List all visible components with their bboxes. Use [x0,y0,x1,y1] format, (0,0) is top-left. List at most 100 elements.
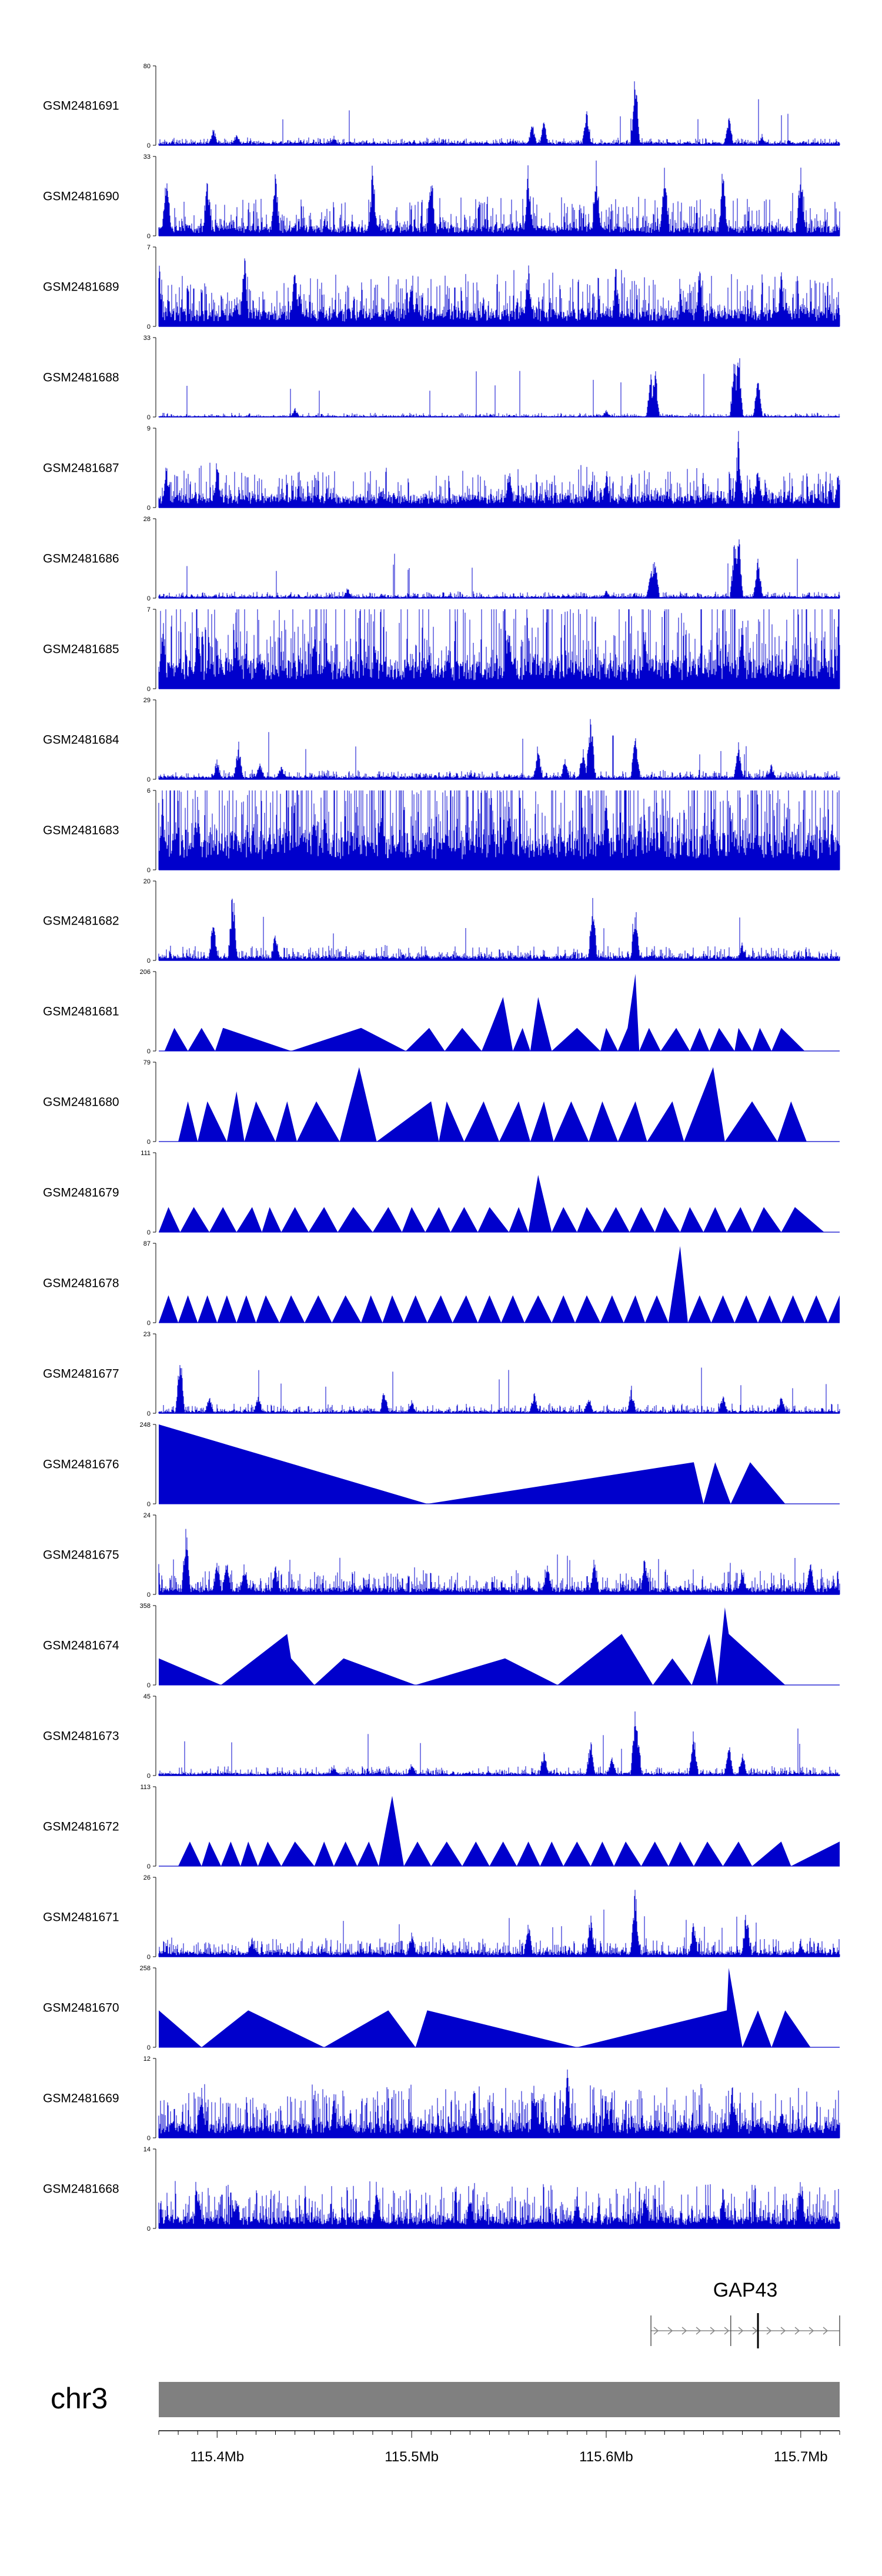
y-min-label: 0 [147,1773,151,1780]
signal-bars [158,1711,840,1776]
y-min-label: 0 [147,595,151,602]
y-max-label: 7 [147,244,151,251]
track-label: GSM2481684 [43,733,119,747]
track-GSM2481689: GSM2481689 7 0 [43,244,840,331]
signal-bars [158,1365,840,1413]
chromosome-ideogram: chr3 [51,2382,840,2417]
track-label: GSM2481668 [43,2183,119,2196]
track-GSM2481673: GSM2481673 45 0 [43,1693,840,1780]
y-max-label: 111 [141,1150,151,1157]
track-label: GSM2481670 [43,2001,119,2015]
signal-area [159,1174,824,1232]
y-max-label: 6 [147,788,151,795]
strand-chevron [752,2327,758,2335]
track-label: GSM2481675 [43,1549,119,1562]
track-GSM2481668: GSM2481668 14 0 [43,2146,840,2233]
y-min-label: 0 [147,957,151,965]
y-min-label: 0 [147,1048,151,1055]
strand-chevron [696,2327,701,2335]
y-max-label: 29 [143,697,151,704]
track-GSM2481682: GSM2481682 20 0 [43,878,840,965]
gene-exons [650,2313,840,2348]
y-min-label: 0 [147,2044,151,2051]
strand-chevron [667,2327,673,2335]
y-max-label: 113 [140,1784,151,1791]
y-min-label: 0 [147,1139,151,1146]
y-min-label: 0 [147,1954,151,1961]
x-axis: 115.4Mb 115.5Mb 115.6Mb 115.7Mb [158,2430,840,2465]
track-label: GSM2481669 [43,2092,119,2105]
signal-bars [158,161,840,236]
track-GSM2481688: GSM2481688 33 0 [43,335,840,421]
signal-bars [158,258,840,326]
track-label: GSM2481679 [43,1186,119,1200]
y-max-label: 9 [147,425,151,432]
y-max-label: 80 [143,63,151,70]
y-max-label: 24 [143,1512,151,1519]
track-label: GSM2481690 [43,190,119,203]
track-GSM2481670: GSM2481670 258 0 [43,1965,840,2051]
y-min-label: 0 [147,142,151,149]
signal-area [164,973,805,1051]
strand-chevron [681,2327,687,2335]
y-max-label: 7 [147,606,151,613]
track-label: GSM2481686 [43,552,119,566]
signal-bars [158,2069,840,2138]
y-min-label: 0 [147,686,151,693]
track-GSM2481687: GSM2481687 9 0 [43,425,840,512]
strand-chevron [823,2327,828,2335]
track-GSM2481681: GSM2481681 206 0 [43,969,840,1055]
signal-bars [158,897,840,960]
x-tick-label: 115.5Mb [385,2449,439,2465]
y-max-label: 206 [140,969,151,976]
track-label: GSM2481681 [43,1005,119,1019]
y-max-label: 33 [143,154,151,161]
track-GSM2481677: GSM2481677 23 0 [43,1331,840,1417]
y-max-label: 12 [143,2056,151,2063]
signal-area [159,1607,786,1685]
track-label: GSM2481688 [43,371,119,385]
track-GSM2481672: GSM2481672 113 0 [43,1784,840,1870]
track-label: GSM2481677 [43,1367,119,1381]
y-min-label: 0 [147,414,151,421]
signal-bars [158,1890,840,1957]
y-min-label: 0 [147,1863,151,1870]
track-GSM2481674: GSM2481674 358 0 [43,1603,840,1689]
x-tick-label: 115.7Mb [774,2449,828,2465]
signal-area [178,1067,807,1142]
y-min-label: 0 [147,1591,151,1599]
y-max-label: 87 [143,1240,151,1247]
strand-chevron [724,2327,730,2335]
signal-bars [158,2180,840,2228]
y-max-label: 26 [143,1874,151,1881]
signal-bars [158,1529,840,1594]
track-label: GSM2481671 [43,1911,119,1924]
track-label: GSM2481687 [43,462,119,475]
track-label: GSM2481682 [43,915,119,928]
y-min-label: 0 [147,867,151,874]
track-label: GSM2481672 [43,1820,119,1834]
signal-tracks: GSM2481691800GSM2481690330GSM248168970GS… [43,63,840,2233]
track-label: GSM2481685 [43,643,119,656]
y-min-label: 0 [147,1229,151,1236]
strand-chevron [653,2327,659,2335]
track-GSM2481669: GSM2481669 12 0 [43,2056,840,2142]
signal-bars [158,539,840,598]
track-label: GSM2481673 [43,1730,119,1743]
signal-area [159,1968,811,2047]
gene-track: GAP43 [650,2279,840,2348]
strand-chevron [780,2327,786,2335]
y-min-label: 0 [147,2135,151,2142]
y-max-label: 358 [140,1603,151,1610]
signal-bars [158,358,840,417]
strand-chevron [738,2327,744,2335]
signal-bars [158,719,840,779]
track-label: GSM2481674 [43,1639,119,1653]
strand-chevron [710,2327,716,2335]
gene-strand-chevrons [653,2327,828,2335]
strand-chevron [766,2327,772,2335]
track-GSM2481685: GSM2481685 7 0 [43,606,840,693]
chromosome-label: chr3 [51,2382,108,2415]
strand-chevron [808,2327,814,2335]
y-max-label: 20 [143,878,151,885]
